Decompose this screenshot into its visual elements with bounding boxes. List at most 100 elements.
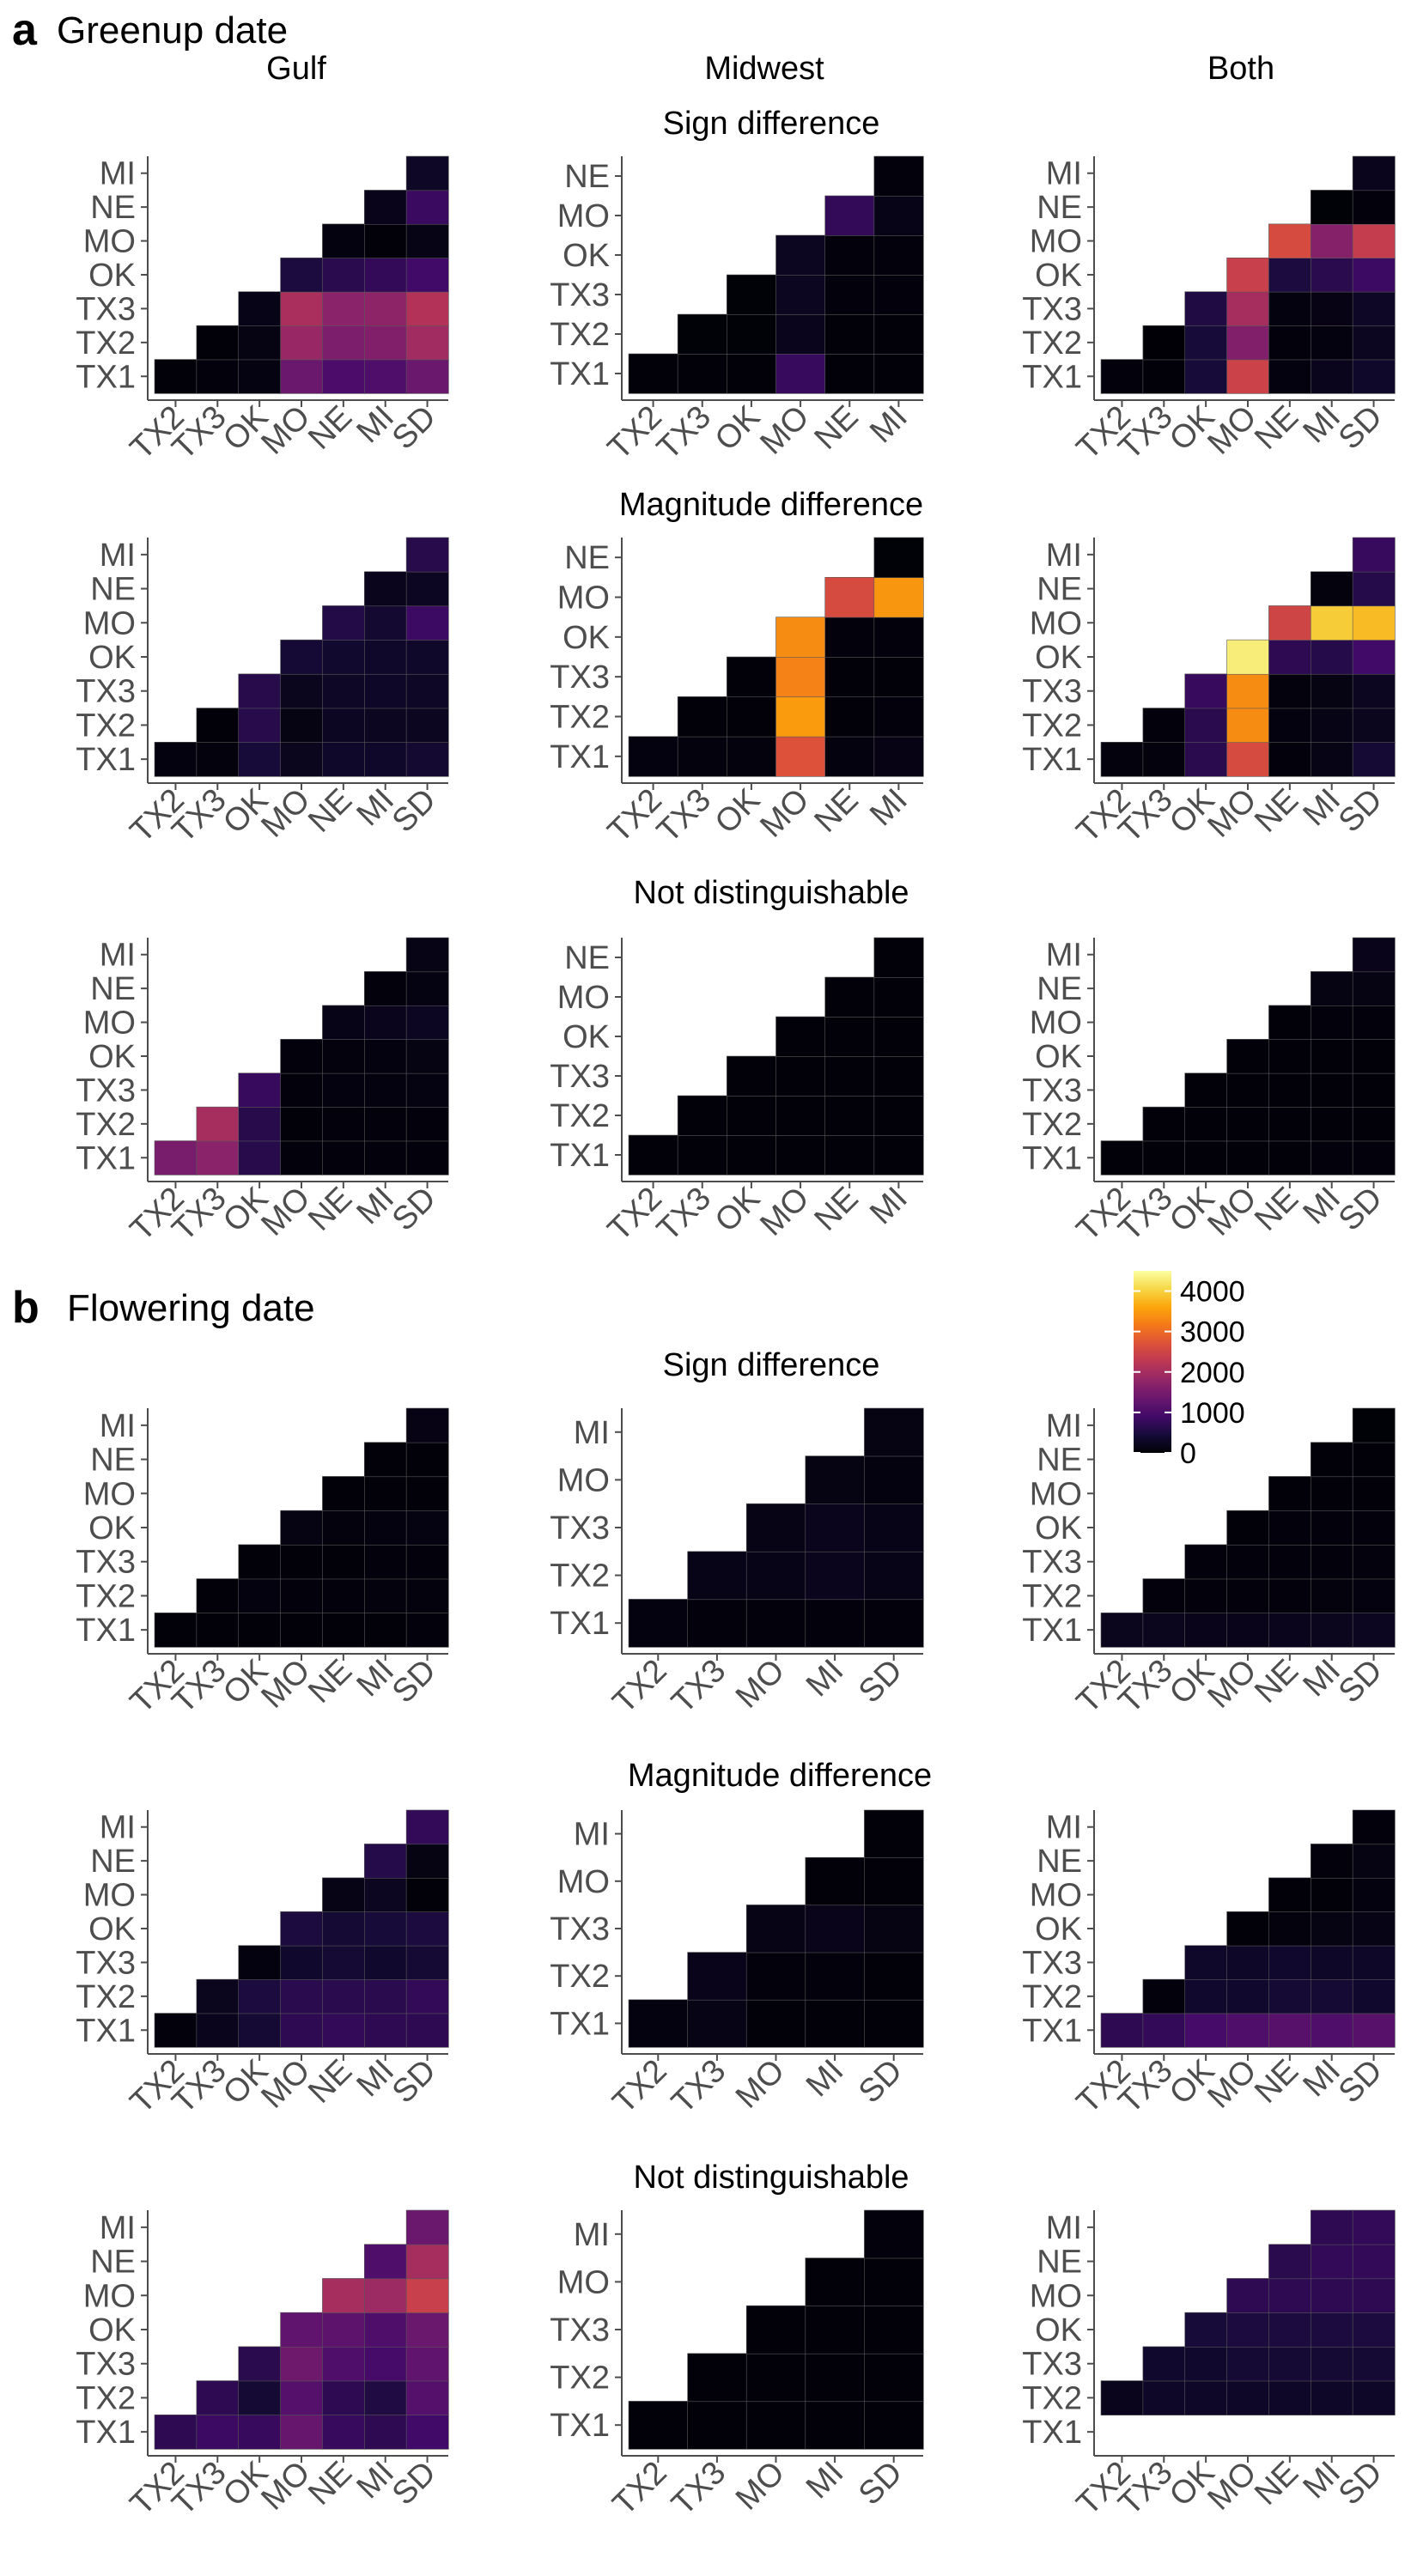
heatmap-cell xyxy=(322,1612,365,1648)
heatmap-cell xyxy=(1310,223,1353,258)
y-tick-label: NE xyxy=(90,572,136,608)
y-tick-label: NE xyxy=(90,971,136,1007)
heatmap-cell xyxy=(1352,1005,1396,1040)
heatmap-cell xyxy=(677,1134,728,1176)
heatmap-cell xyxy=(864,1599,924,1648)
heatmap-cell xyxy=(363,257,407,293)
heatmap-cell xyxy=(1226,1978,1270,2014)
heatmap-cell xyxy=(628,1134,678,1176)
heatmap-cell xyxy=(1268,639,1311,675)
heatmap-cell xyxy=(628,1599,689,1648)
x-tick-label: TX2 xyxy=(606,2455,674,2523)
heatmap-cell xyxy=(1184,708,1228,743)
heatmap-cell xyxy=(238,2380,282,2415)
heatmap-cell xyxy=(1352,1945,1396,1980)
y-tick-label: TX3 xyxy=(1022,1945,1082,1981)
heatmap-cell xyxy=(1268,1476,1311,1511)
x-tick-label: NE xyxy=(1248,2455,1305,2512)
y-tick-label: NE xyxy=(1037,1844,1082,1880)
y-tick-label: NE xyxy=(1037,1443,1082,1479)
heatmap-cell xyxy=(873,976,924,1018)
heatmap-cell xyxy=(1352,1978,1396,2014)
y-tick-label: TX1 xyxy=(76,2013,136,2049)
x-tick-label: SD xyxy=(386,2455,443,2512)
heatmap-cell xyxy=(824,577,875,618)
heatmap-cell xyxy=(805,1503,866,1552)
x-tick-label: MI xyxy=(863,399,915,451)
heatmap-cell xyxy=(775,736,826,777)
y-tick-label: MO xyxy=(557,2264,610,2300)
y-tick-label: TX3 xyxy=(76,2347,136,2383)
heatmap-cell xyxy=(1268,1544,1311,1580)
heatmap-cell xyxy=(363,1877,407,1912)
y-tick-label: MI xyxy=(1046,938,1082,974)
heatmap-cell xyxy=(1142,325,1186,361)
heatmap-cell xyxy=(322,1038,365,1074)
heatmap-cell xyxy=(322,1945,365,1980)
heatmap-cell xyxy=(1184,741,1228,777)
heatmap-cell xyxy=(864,1503,924,1552)
heatmap-cell xyxy=(873,1095,924,1136)
heatmap-cell xyxy=(363,2013,407,2048)
x-tick-label: SD xyxy=(386,782,443,840)
legend-colorbar xyxy=(1134,1271,1171,1453)
heatmap-cell xyxy=(280,1612,324,1648)
heatmap-cell xyxy=(1310,1038,1353,1074)
x-tick-label: NE xyxy=(301,2053,359,2111)
heatmap-cell xyxy=(1226,708,1270,743)
x-tick-label: MO xyxy=(729,2455,792,2518)
heatmap-cell xyxy=(1268,1911,1311,1947)
heatmap-cell xyxy=(805,2353,866,2403)
y-tick-label: MO xyxy=(557,980,610,1016)
y-tick-label: OK xyxy=(88,2312,136,2348)
heatmap-cell xyxy=(280,2380,324,2415)
heatmap-cell xyxy=(727,736,777,777)
heatmap-cell xyxy=(1268,1978,1311,2014)
heatmap-cell xyxy=(196,1106,240,1142)
heatmap-cell xyxy=(745,2401,806,2450)
heatmap-cell xyxy=(873,1016,924,1057)
x-tick-label: MO xyxy=(753,782,816,845)
heatmap-cell xyxy=(405,1442,449,1478)
heatmap-cell xyxy=(1184,1140,1228,1176)
heatmap-cell xyxy=(824,1016,875,1057)
heatmap-cell xyxy=(1268,741,1311,777)
heatmap-cell xyxy=(322,741,365,777)
heatmap-cell xyxy=(1142,1106,1186,1142)
y-tick-label: OK xyxy=(1035,1911,1082,1947)
heatmap-cell xyxy=(1226,741,1270,777)
heatmap-cell xyxy=(405,1510,449,1546)
heatmap-cell xyxy=(1352,1038,1396,1074)
heatmap-cell xyxy=(405,708,449,743)
heatmap-cell xyxy=(1142,1612,1186,1648)
heatmap-cell xyxy=(1352,1407,1396,1443)
heatmap-cell xyxy=(1310,708,1353,743)
heatmap-cell xyxy=(864,2353,924,2403)
x-tick-label: MI xyxy=(863,782,915,834)
y-tick-label: TX1 xyxy=(1022,742,1082,778)
heatmap-cell xyxy=(1310,2346,1353,2382)
heatmap-cell xyxy=(1310,1442,1353,1478)
heatmap-cell xyxy=(280,1072,324,1108)
heatmap-cell xyxy=(322,1544,365,1580)
heatmap-cell xyxy=(363,971,407,1006)
heatmap-cell xyxy=(238,1578,282,1613)
heatmap-cell xyxy=(1352,639,1396,675)
heatmap-cell xyxy=(745,1599,806,1648)
heatmap-cell xyxy=(775,617,826,658)
heatmap-cell xyxy=(1268,2013,1311,2048)
y-tick-label: TX2 xyxy=(1022,1979,1082,2015)
heatmap-cell xyxy=(1310,291,1353,326)
heatmap-cell xyxy=(687,1551,747,1601)
heatmap-cell xyxy=(405,1844,449,1879)
heatmap-cell xyxy=(322,2346,365,2382)
x-tick-label: SD xyxy=(386,399,443,457)
heatmap-cell xyxy=(322,1510,365,1546)
heatmap-cell xyxy=(745,1952,806,2001)
x-tick-label: NE xyxy=(1248,2053,1305,2111)
heatmap-cell xyxy=(1142,2380,1186,2415)
heatmap-cell xyxy=(405,2414,449,2450)
heatmap-cell xyxy=(238,1072,282,1108)
